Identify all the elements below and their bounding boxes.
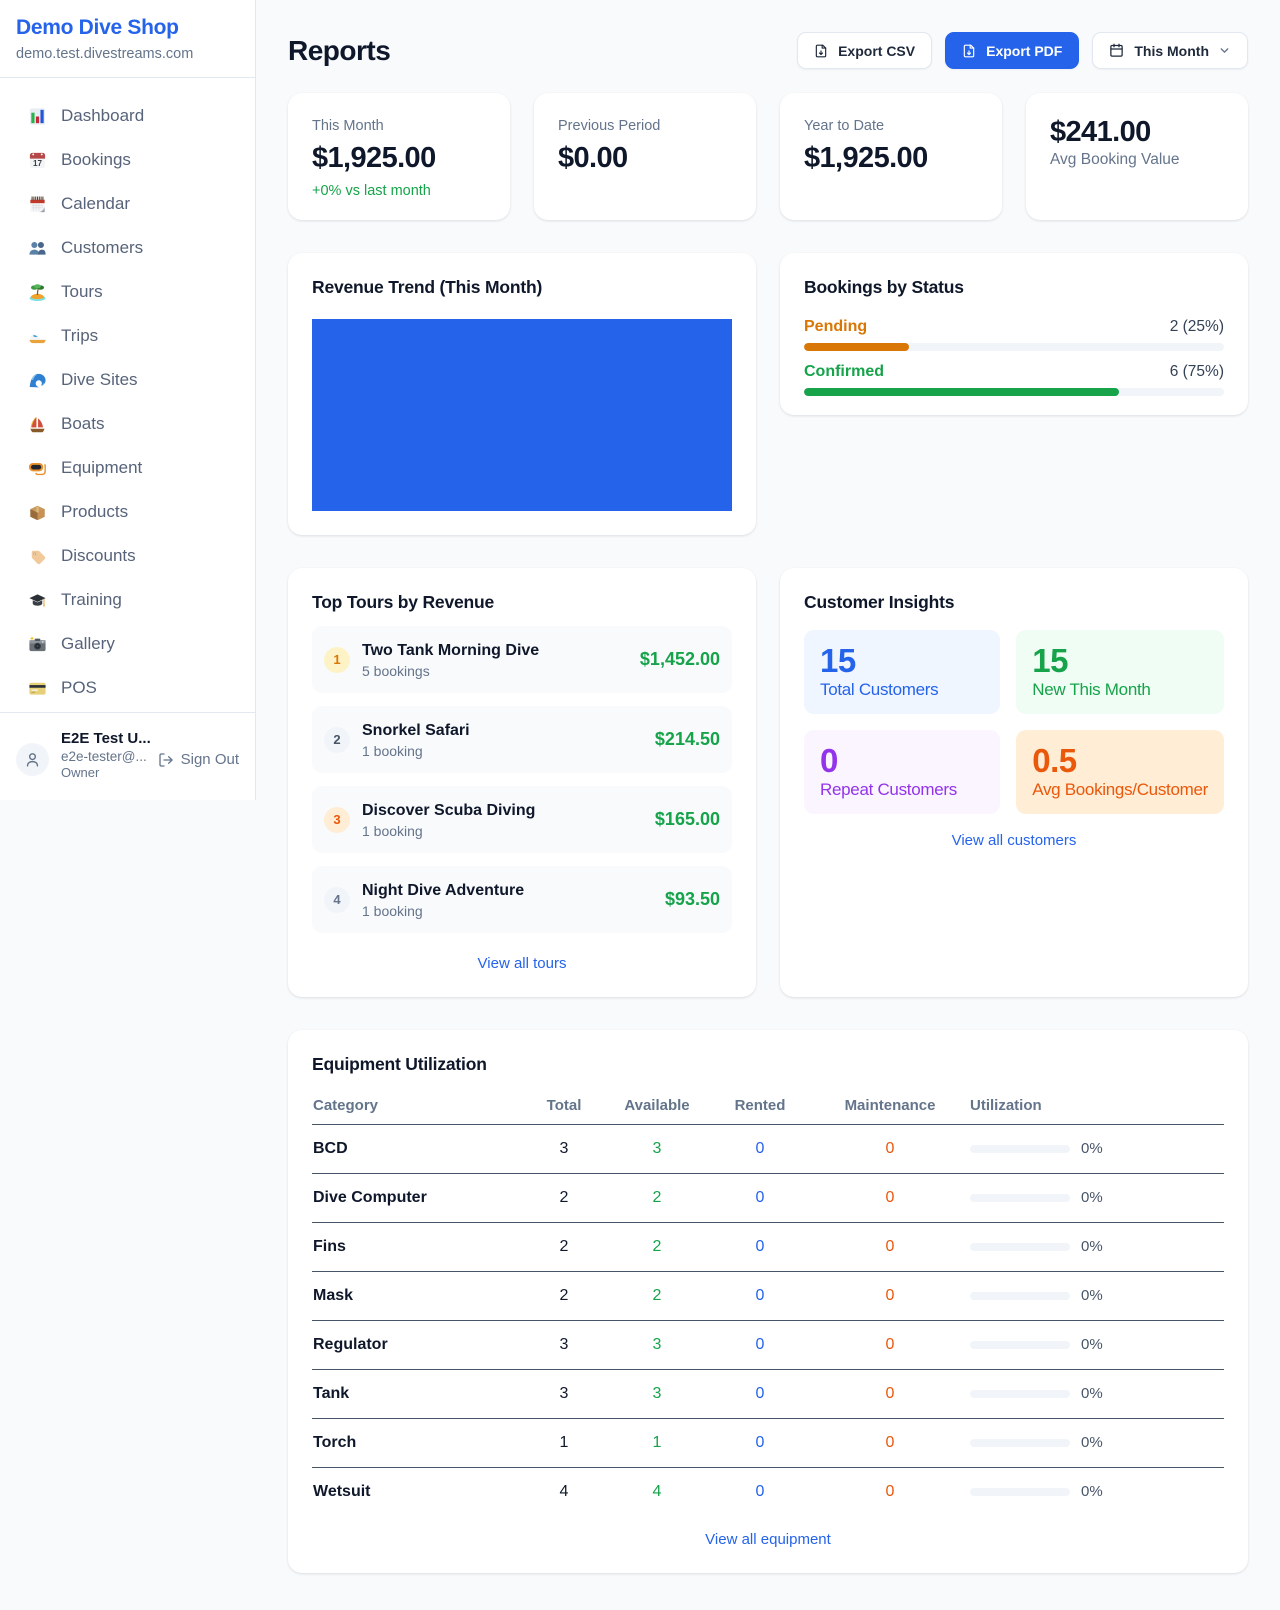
svg-text:17: 17	[33, 159, 43, 168]
